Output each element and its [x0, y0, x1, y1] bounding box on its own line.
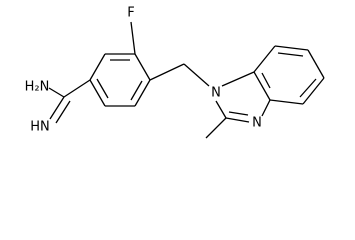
bonds [48, 21, 325, 139]
atom-label: HN [30, 120, 50, 135]
atom-label: F [127, 6, 134, 21]
atom-label: N [252, 116, 262, 131]
atom-label: N [211, 86, 221, 101]
atom-label: H₂N [25, 80, 50, 95]
molecule-diagram: F N N H₂N HN [25, 6, 325, 139]
